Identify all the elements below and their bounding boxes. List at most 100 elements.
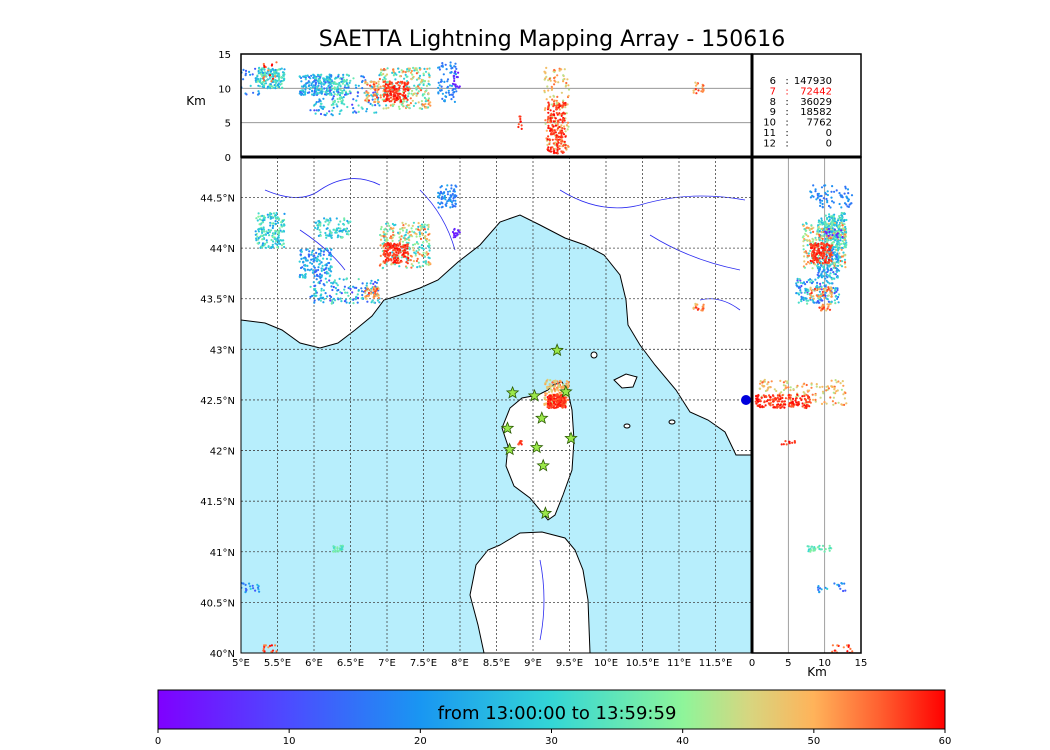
lightning-point (820, 299, 823, 302)
lightning-point (453, 79, 456, 83)
lightning-point (794, 399, 797, 402)
lightning-point (556, 138, 559, 141)
lightning-point (813, 247, 816, 250)
lightning-point (325, 227, 328, 230)
lightning-point (424, 260, 428, 263)
lightning-point (329, 219, 332, 222)
lightning-point (520, 127, 523, 130)
lightning-point (360, 287, 363, 290)
lightning-point (834, 302, 837, 305)
lightning-point (566, 121, 570, 124)
lightning-point (835, 238, 839, 241)
lightning-point (282, 74, 285, 77)
lightning-point (824, 277, 827, 280)
lightning-point (374, 81, 377, 84)
lightning-point (402, 253, 405, 256)
lightning-point (845, 231, 848, 234)
lightning-point (840, 212, 843, 215)
lightning-point (312, 74, 316, 77)
lightning-point (414, 102, 417, 105)
lightning-point (263, 644, 266, 647)
lightning-point (427, 263, 430, 267)
lightning-point (336, 97, 339, 101)
lightning-point (806, 261, 810, 264)
lightning-point (370, 279, 373, 282)
lightning-point (403, 82, 406, 85)
lightning-point (827, 294, 830, 297)
lightning-point (309, 109, 312, 112)
lightning-point (426, 67, 429, 70)
lightning-point (702, 303, 705, 306)
lightning-point (319, 91, 322, 94)
map-lightning-points (241, 184, 705, 653)
lightning-point (817, 260, 820, 263)
lightning-point (388, 228, 391, 231)
lightning-point (313, 254, 316, 257)
stats-label: 9 (770, 107, 776, 118)
lightning-point (319, 254, 322, 257)
lightning-point (379, 68, 383, 71)
lightning-point (776, 394, 780, 397)
lightning-point (255, 239, 258, 242)
land-sardinia (469, 531, 591, 653)
lightning-point (452, 204, 455, 208)
lightning-point (264, 73, 267, 76)
lightning-point (346, 230, 349, 233)
lightning-point (834, 273, 838, 276)
lightning-point (821, 262, 825, 265)
lightning-point (324, 220, 327, 223)
lightning-point (803, 394, 806, 398)
lightning-point (320, 73, 323, 76)
lightning-point (448, 93, 451, 96)
lightning-point (319, 80, 322, 83)
lightning-point (408, 92, 411, 95)
lightning-point (833, 251, 837, 254)
lightning-point (313, 299, 316, 302)
lightning-point (330, 93, 333, 96)
lightning-point (818, 290, 822, 293)
lightning-point (352, 77, 355, 80)
lightning-point (557, 389, 560, 392)
lightning-point (275, 81, 278, 84)
lightning-point (826, 190, 829, 193)
lightning-point (760, 396, 763, 399)
lightning-point (844, 589, 847, 592)
lightning-point (828, 249, 832, 252)
lightning-point (842, 384, 845, 387)
lightning-point (425, 84, 429, 87)
lightning-point (838, 233, 841, 237)
lightning-point (556, 146, 559, 149)
lightning-point (840, 388, 844, 391)
lightning-point (450, 184, 453, 187)
lightning-point (765, 395, 768, 398)
lightning-point (454, 87, 457, 90)
lightning-point (324, 78, 327, 81)
lightning-point (334, 82, 337, 85)
lightning-point (808, 228, 811, 231)
lightning-point (838, 242, 841, 245)
lightning-point (415, 78, 419, 81)
lightning-point (824, 247, 827, 250)
lightning-point (258, 223, 261, 226)
lightning-point (427, 228, 430, 231)
lightning-point (548, 77, 551, 80)
lightning-point (805, 406, 808, 410)
lightning-point (806, 292, 809, 296)
lightning-point (378, 74, 381, 77)
lightning-point (547, 111, 550, 114)
lightning-point (383, 85, 386, 88)
lightning-point (425, 98, 428, 101)
lightning-point (549, 79, 552, 82)
lightning-point (364, 92, 367, 95)
lightning-point (787, 394, 790, 397)
lightning-point (374, 280, 377, 284)
lightning-point (809, 296, 812, 300)
lightning-point (556, 127, 560, 130)
lightning-point (267, 245, 270, 249)
lightning-point (386, 252, 389, 255)
lightning-point (361, 87, 364, 90)
lightning-point (332, 100, 335, 103)
lightning-point (277, 234, 280, 237)
lightning-point (548, 139, 551, 142)
lightning-point (330, 270, 333, 273)
